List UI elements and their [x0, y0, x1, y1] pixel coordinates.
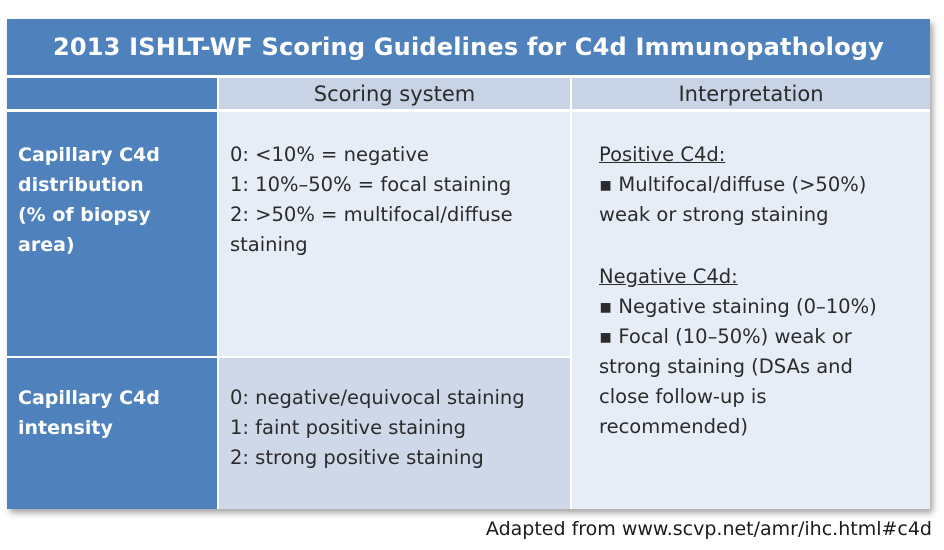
positive-heading: Positive C4d:: [599, 143, 726, 166]
negative-heading: Negative C4d:: [599, 265, 738, 288]
score-line: 0: <10% = negative: [230, 143, 429, 166]
interp-line: ▪ Multifocal/diffuse (>50%): [599, 173, 867, 196]
header-blank-cell: [7, 78, 217, 109]
interp-line: weak or strong staining: [599, 203, 829, 226]
interp-line: strong staining (DSAs and: [599, 355, 853, 378]
header-interpretation: Interpretation: [572, 78, 930, 109]
row-label-line: Capillary C4d: [18, 144, 160, 166]
score-line: 1: 10%–50% = focal staining: [230, 173, 512, 196]
table-title: 2013 ISHLT-WF Scoring Guidelines for C4d…: [7, 19, 930, 75]
score-line: 2: >50% = multifocal/diffuse: [230, 203, 513, 226]
scoring-distribution-cell: 0: <10% = negative 1: 10%–50% = focal st…: [219, 112, 570, 356]
row-label-line: distribution: [18, 174, 144, 196]
header-scoring-system: Scoring system: [219, 78, 570, 109]
scoring-intensity-cell: 0: negative/equivocal staining 1: faint …: [219, 358, 570, 509]
interp-line: recommended): [599, 415, 748, 438]
row-label-line: area): [18, 234, 75, 256]
score-line: 2: strong positive staining: [230, 446, 484, 469]
score-line: 1: faint positive staining: [230, 416, 466, 439]
interp-line: ▪ Focal (10–50%) weak or: [599, 325, 852, 348]
scoring-table: 2013 ISHLT-WF Scoring Guidelines for C4d…: [7, 19, 930, 509]
interp-line: close follow-up is: [599, 385, 767, 408]
score-line: staining: [230, 233, 308, 256]
row-label-line: (% of biopsy: [18, 204, 151, 226]
score-line: 0: negative/equivocal staining: [230, 386, 525, 409]
interpretation-cell: Positive C4d: ▪ Multifocal/diffuse (>50%…: [572, 112, 930, 509]
row-label-line: Capillary C4d: [18, 387, 160, 409]
source-caption: Adapted from www.scvp.net/amr/ihc.html#c…: [485, 518, 932, 540]
row-label-intensity: Capillary C4d intensity: [7, 358, 217, 509]
spacer: [599, 230, 930, 262]
row-label-distribution: Capillary C4d distribution (% of biopsy …: [7, 112, 217, 356]
row-label-line: intensity: [18, 417, 113, 439]
interp-line: ▪ Negative staining (0–10%): [599, 295, 877, 318]
